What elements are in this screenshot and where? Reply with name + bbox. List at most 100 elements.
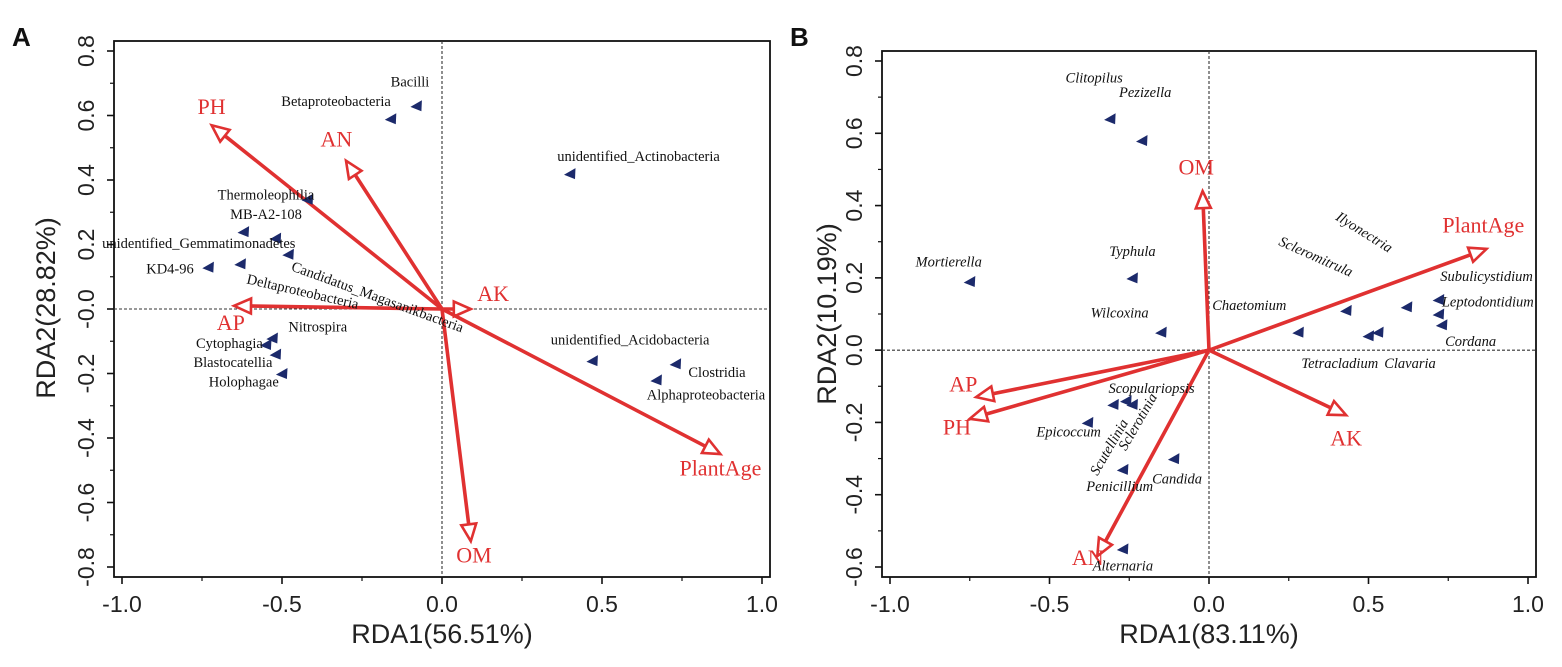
y-tick-label: 0.6 bbox=[841, 117, 867, 149]
species-marker-alphaproteobacteria bbox=[650, 374, 662, 386]
species-label-pezizella: Pezizella bbox=[1118, 85, 1171, 101]
y-tick-label: -0.8 bbox=[73, 547, 99, 587]
species-marker-mortierella bbox=[963, 276, 976, 287]
env-arrowhead-om bbox=[459, 521, 479, 545]
species-marker-leptodontidium bbox=[1432, 308, 1445, 320]
env-label-ak: AK bbox=[1330, 426, 1362, 451]
x-tick-label: 1.0 bbox=[746, 591, 778, 617]
env-arrowhead-ph bbox=[966, 404, 991, 423]
env-label-ph: PH bbox=[198, 94, 226, 119]
species-marker-kd4-96 bbox=[202, 261, 214, 273]
species-label-ilyonectria: Ilyonectria bbox=[1332, 209, 1395, 257]
species-marker-chaetomium bbox=[1292, 326, 1304, 338]
y-tick-label: 0.0 bbox=[841, 334, 867, 366]
y-tick-label: -0.6 bbox=[73, 483, 99, 523]
env-arrowhead-ak bbox=[452, 299, 475, 319]
env-label-ak: AK bbox=[477, 281, 509, 306]
species-marker-penicillium bbox=[1116, 463, 1129, 475]
species-marker-holophagae bbox=[275, 368, 288, 379]
species-label-mb-a2-108: MB-A2-108 bbox=[230, 207, 302, 223]
x-tick-label: 0.5 bbox=[1353, 591, 1385, 617]
panel-b-rda-fungi: B -1.0 -0.5 0.0 0.5 1.0 -0.6 -0.4 -0.2 0.0 0.2 0.4 0… bbox=[790, 22, 1544, 649]
env-arrow-ph bbox=[219, 130, 444, 311]
species-marker-unidentified-gemmatimonadetes bbox=[269, 232, 282, 244]
species-label-typhula: Typhula bbox=[1109, 244, 1155, 260]
env-label-plantage: PlantAge bbox=[1442, 212, 1524, 237]
env-label-ph: PH bbox=[943, 415, 971, 440]
y-tick-label: 0.6 bbox=[73, 100, 99, 132]
env-arrowhead-plantage bbox=[699, 437, 724, 456]
species-label-alphaproteobacteria: Alphaproteobacteria bbox=[647, 387, 766, 403]
species-marker-sclerotinia bbox=[1107, 398, 1119, 410]
species-label-bacilli: Bacilli bbox=[391, 75, 430, 91]
species-label-betaproteobacteria: Betaproteobacteria bbox=[281, 94, 391, 110]
y-tick-label: -0.4 bbox=[73, 418, 99, 458]
x-tick-label: -1.0 bbox=[870, 591, 910, 617]
species-label-leptodontidium: Leptodontidium bbox=[1441, 294, 1534, 310]
x-tick-label: 0.5 bbox=[586, 591, 618, 617]
env-arrow-an bbox=[1101, 348, 1211, 548]
env-arrow-om bbox=[1201, 201, 1211, 352]
species-marker-betaproteobacteria bbox=[384, 113, 397, 125]
species-label-candida: Candida bbox=[1152, 472, 1202, 488]
env-arrow-plantage bbox=[440, 307, 712, 451]
species-marker-clavaria bbox=[1372, 326, 1384, 338]
species-label-wilcoxina: Wilcoxina bbox=[1091, 305, 1149, 321]
species-label-clavaria: Clavaria bbox=[1384, 356, 1436, 372]
x-tick-label: 0.0 bbox=[426, 591, 458, 617]
env-arrow-an bbox=[350, 168, 444, 311]
species-label-holophagae: Holophagae bbox=[209, 375, 279, 391]
species-marker-candidatus-magasanikbacteria bbox=[282, 248, 294, 260]
species-marker-bacilli bbox=[410, 100, 422, 112]
env-label-om: OM bbox=[1179, 154, 1214, 179]
species-label-scleromitrula: Scleromitrula bbox=[1276, 234, 1355, 281]
panel-letter: B bbox=[790, 22, 809, 52]
species-marker-ilyonectria bbox=[1400, 301, 1413, 313]
env-label-an: AN bbox=[321, 126, 353, 151]
x-tick-label: 1.0 bbox=[1512, 591, 1544, 617]
env-arrowhead-an bbox=[1095, 535, 1115, 560]
y-tick-label: 0.4 bbox=[841, 189, 867, 221]
species-label-penicillium: Penicillium bbox=[1085, 479, 1153, 495]
env-arrowhead-plantage bbox=[1466, 246, 1490, 265]
species-marker-mb-a2-108 bbox=[237, 226, 250, 238]
y-axis-title: RDA2(28.82%) bbox=[31, 217, 61, 399]
species-marker-typhula bbox=[1126, 272, 1138, 284]
species-label-clitopilus: Clitopilus bbox=[1066, 70, 1124, 86]
panel-a-rda-bacteria: A -1.0 -0.5 0.0 0.5 1.0 -0.8 -0.6 -0.4 -0.2 -0.0 0.… bbox=[12, 22, 778, 649]
species-marker-unidentified-actinobacteria bbox=[564, 168, 576, 180]
y-tick-label: -0.0 bbox=[73, 289, 99, 329]
species-marker-wilcoxina bbox=[1155, 326, 1167, 338]
env-label-om: OM bbox=[456, 542, 491, 567]
env-arrowhead-ap bbox=[230, 296, 253, 316]
env-arrow-ak bbox=[1207, 348, 1338, 412]
species-label-subulicystidium: Subulicystidium bbox=[1440, 269, 1533, 285]
env-label-an: AN bbox=[1072, 545, 1104, 570]
species-marker-tetracladium bbox=[1362, 330, 1374, 342]
x-axis-title: RDA1(56.51%) bbox=[351, 619, 533, 649]
x-tick-label: -1.0 bbox=[102, 591, 142, 617]
species-marker-epicoccum bbox=[1081, 416, 1094, 428]
species-label-unidentified-acidobacteria: unidentified_Acidobacteria bbox=[551, 333, 710, 349]
y-tick-label: 0.2 bbox=[73, 229, 99, 261]
y-tick-label: 0.2 bbox=[841, 262, 867, 294]
y-tick-label: 0.4 bbox=[73, 164, 99, 196]
y-tick-label: 0.8 bbox=[73, 35, 99, 67]
species-marker-blastocatellia bbox=[269, 348, 282, 360]
env-arrowhead-an bbox=[344, 158, 364, 182]
species-marker-cytophagia bbox=[259, 339, 272, 350]
species-marker-scleromitrula bbox=[1340, 304, 1352, 316]
env-arrow-om bbox=[440, 307, 472, 532]
species-label-blastocatellia: Blastocatellia bbox=[193, 355, 272, 371]
species-label-kd4-96: KD4-96 bbox=[146, 262, 194, 278]
species-marker-cordana bbox=[1435, 319, 1448, 331]
x-tick-label: -0.5 bbox=[262, 591, 302, 617]
y-tick-label: -0.6 bbox=[841, 547, 867, 587]
species-marker-subulicystidium bbox=[1432, 294, 1445, 305]
env-arrow-ap bbox=[244, 304, 444, 311]
species-marker-clitopilus bbox=[1104, 113, 1116, 125]
env-arrowhead-om bbox=[1193, 187, 1213, 210]
species-marker-scutellinia bbox=[1120, 395, 1132, 407]
species-marker-thermoleophilia bbox=[301, 193, 314, 205]
